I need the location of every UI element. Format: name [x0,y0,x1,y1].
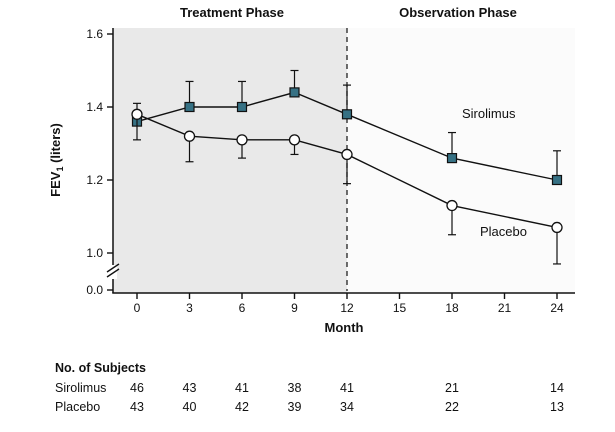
x-tick-label: 3 [186,301,193,315]
subjects-value: 42 [235,400,249,414]
subjects-table-title: No. of Subjects [55,361,146,375]
subjects-value: 41 [235,381,249,395]
axis-ticks: 0.0 1.0 1.2 1.4 1.6 0 3 6 9 12 15 18 21 24 [86,27,564,315]
subjects-value: 14 [550,381,564,395]
marker-square-sirolimus [551,174,563,186]
y-tick-label: 1.4 [86,100,103,114]
data-series [131,69,563,265]
subjects-row-label-placebo: Placebo [55,400,100,414]
x-axis-title: Month [325,320,364,335]
y-tick-label: 1.6 [86,27,103,41]
subjects-value: 34 [340,400,354,414]
x-tick-label: 15 [393,301,407,315]
subjects-value: 13 [550,400,564,414]
x-tick-label: 18 [445,301,459,315]
x-tick-label: 24 [550,301,564,315]
x-tick-label: 0 [134,301,141,315]
marker-square-sirolimus [236,101,248,113]
subjects-row-label-sirolimus: Sirolimus [55,381,106,395]
subjects-value: 46 [130,381,144,395]
y-tick-label: 0.0 [86,283,103,297]
marker-circle-placebo [551,221,563,234]
sirolimus-series-label: Sirolimus [462,106,516,121]
marker-square-sirolimus [289,87,300,98]
subjects-value: 38 [288,381,302,395]
marker-square-sirolimus [184,101,195,113]
marker-circle-placebo [236,134,248,146]
subjects-table-values: 46 43 41 38 41 21 14 43 40 42 39 34 22 13 [130,381,564,414]
marker-circle-placebo [341,148,353,161]
subjects-value: 21 [445,381,459,395]
subjects-value: 40 [183,400,197,414]
treatment-phase-label: Treatment Phase [180,5,284,20]
marker-square-sirolimus [341,109,353,120]
marker-circle-placebo [131,108,143,120]
marker-circle-placebo [446,199,458,212]
y-axis-break-icon [106,263,120,279]
marker-square-sirolimus [446,153,458,164]
y-axis-title: FEV1 (liters) [48,123,65,197]
x-tick-label: 6 [239,301,246,315]
y-tick-label: 1.0 [86,246,103,260]
subjects-value: 39 [288,400,302,414]
x-tick-label: 21 [498,301,512,315]
x-tick-label: 9 [291,301,298,315]
subjects-value: 43 [183,381,197,395]
marker-circle-placebo [288,134,301,146]
subjects-value: 22 [445,400,459,414]
y-tick-label: 1.2 [86,173,103,187]
subjects-value: 41 [340,381,354,395]
marker-circle-placebo [183,130,196,142]
phase-backgrounds [113,28,575,293]
phase-bg-0 [113,28,347,293]
placebo-series-label: Placebo [480,224,527,239]
observation-phase-label: Observation Phase [399,5,517,20]
x-tick-label: 12 [340,301,354,315]
subjects-value: 43 [130,400,144,414]
